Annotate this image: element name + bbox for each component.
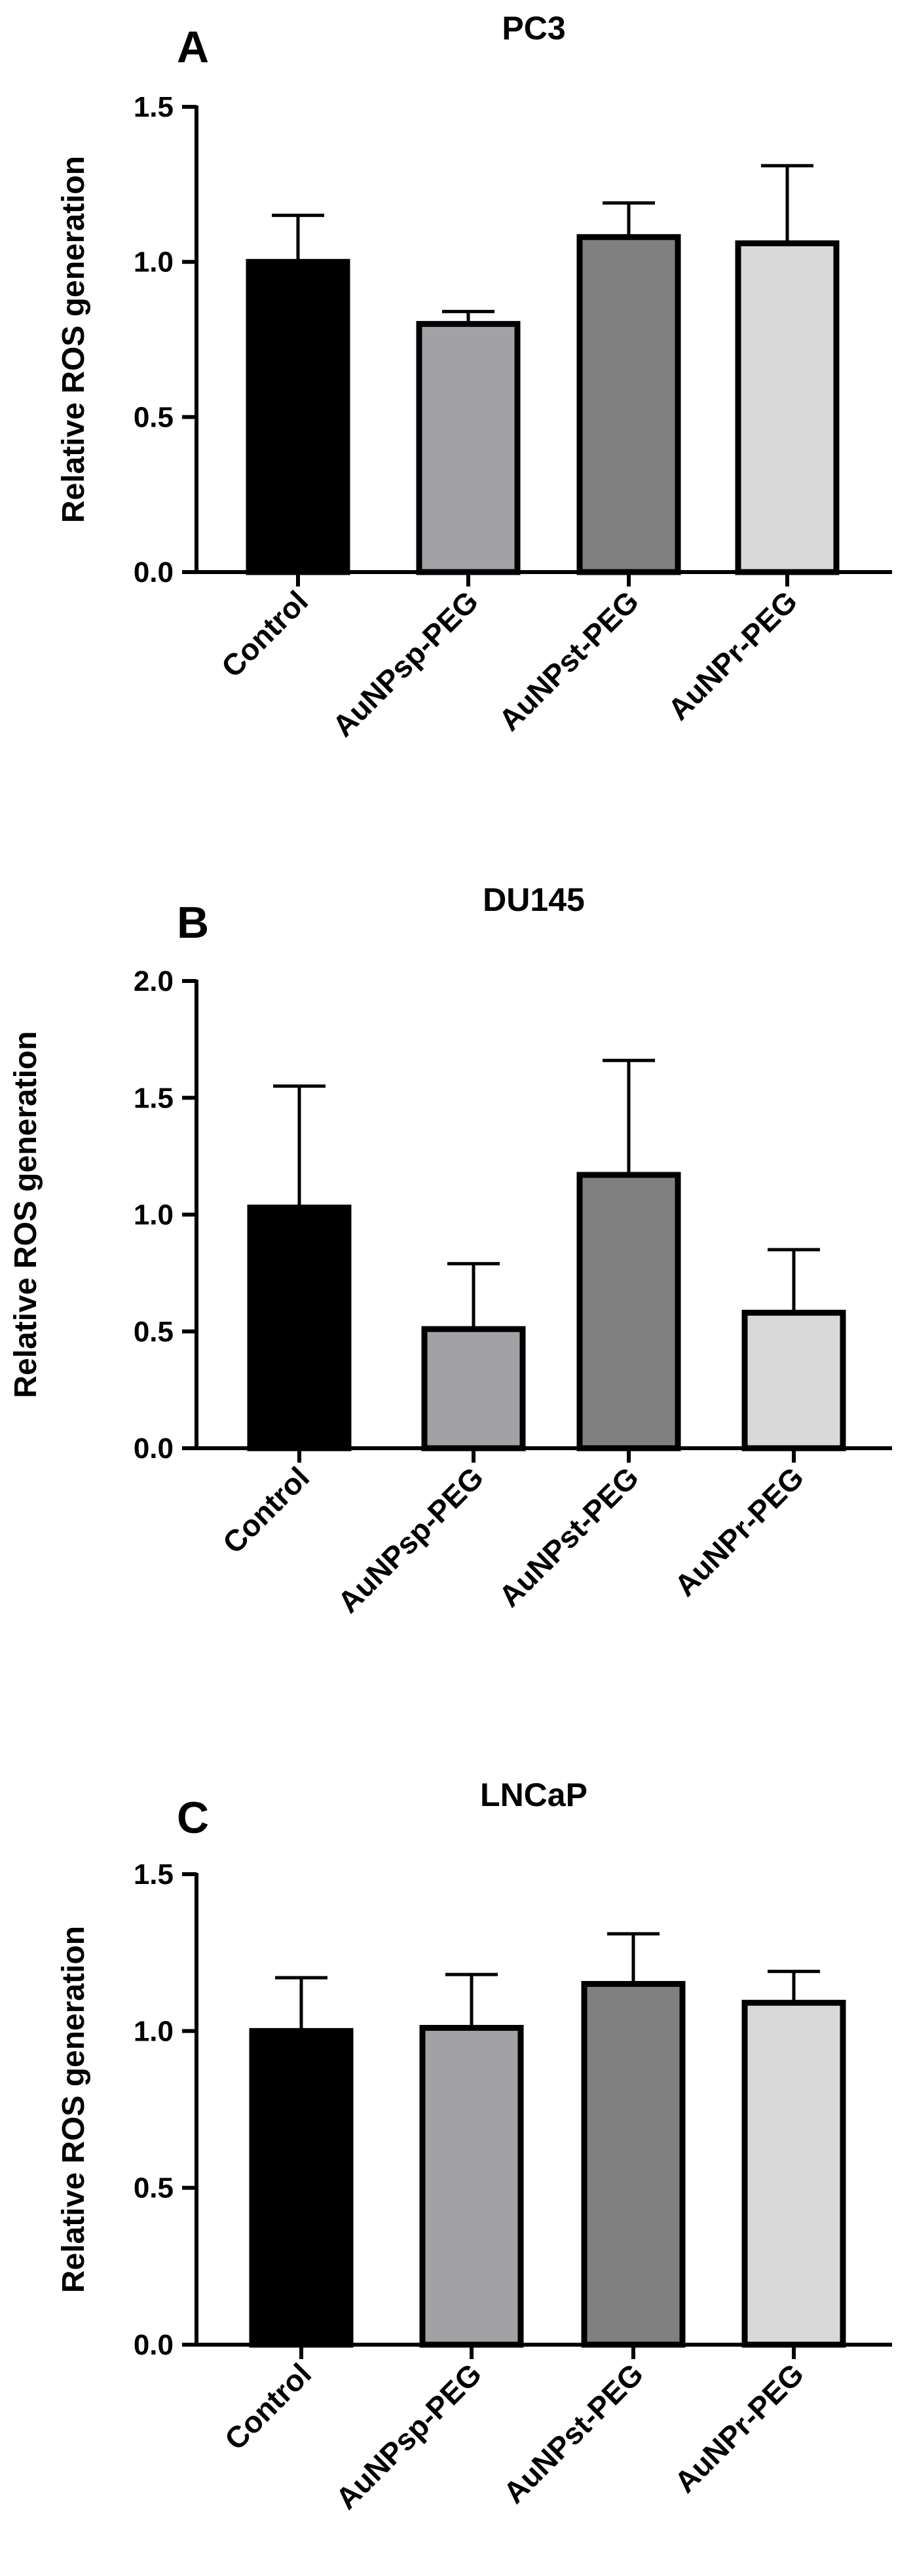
bar-AuNPst-PEG (576, 1172, 681, 1451)
y-tick-label: 1.5 (134, 91, 174, 123)
chart-title: LNCaP (480, 1777, 587, 1813)
x-tick-label: AuNPr-PEG (661, 584, 804, 727)
y-tick-label: 1.0 (134, 2015, 174, 2047)
x-tick-label: AuNPsp-PEG (326, 584, 485, 743)
bar-AuNPst-PEG (581, 1981, 686, 2348)
y-tick-label: 0.5 (134, 401, 174, 433)
x-tick-label: AuNPr-PEG (668, 2356, 811, 2499)
chart-title: PC3 (502, 10, 565, 47)
y-axis-label: Relative ROS generation (56, 1926, 91, 2293)
y-tick-label: 0.0 (134, 1432, 174, 1465)
x-tick-label: Control (218, 2356, 318, 2456)
y-tick-label: 1.5 (134, 1858, 174, 1891)
x-tick-label: Control (215, 584, 314, 683)
y-tick-label: 0.0 (134, 556, 174, 588)
y-axis-label: Relative ROS generation (9, 1031, 43, 1398)
y-tick-label: 0.0 (134, 2329, 174, 2361)
bar-Control (246, 259, 350, 575)
panel-label: A (177, 22, 209, 72)
bar-AuNPst-PEG (576, 234, 681, 575)
y-tick-label: 0.5 (134, 2172, 174, 2204)
bar-Control (247, 1204, 352, 1451)
panel-label: C (177, 1793, 209, 1843)
chart-panel-B: B DU145 Relative ROS generation 0.0 0.5 1.0 1.… (9, 881, 892, 1619)
bar-AuNPr-PEG (741, 1999, 846, 2348)
bar-AuNPr-PEG (741, 1309, 846, 1451)
y-tick-label: 2.0 (134, 965, 174, 997)
y-tick-label: 1.5 (134, 1082, 174, 1114)
x-tick-label: AuNPr-PEG (668, 1460, 811, 1603)
bar-AuNPsp-PEG (421, 1326, 526, 1451)
chart-panel-A: A PC3 Relative ROS generation 0.0 0.5 1.0 1.5 C… (56, 10, 892, 743)
chart-panel-C: C LNCaP Relative ROS generation 0.0 0.5 1.0 1.… (56, 1777, 892, 2516)
x-tick-label: AuNPsp-PEG (331, 1460, 490, 1619)
x-tick-label: Control (216, 1460, 316, 1560)
y-tick-label: 1.0 (134, 1199, 174, 1231)
x-tick-label: AuNPst-PEG (492, 584, 645, 737)
bar-AuNPsp-PEG (419, 2025, 524, 2348)
bar-AuNPr-PEG (735, 240, 840, 575)
y-tick-label: 1.0 (134, 246, 174, 279)
x-tick-label: AuNPsp-PEG (329, 2356, 488, 2516)
panel-label: B (177, 898, 209, 948)
bar-Control (249, 2028, 354, 2348)
bar-AuNPsp-PEG (416, 320, 521, 575)
y-axis-label: Relative ROS generation (56, 156, 91, 523)
x-tick-label: AuNPst-PEG (492, 1460, 645, 1613)
x-tick-label: AuNPst-PEG (496, 2356, 650, 2510)
chart-title: DU145 (483, 881, 585, 918)
y-tick-label: 0.5 (134, 1316, 174, 1348)
